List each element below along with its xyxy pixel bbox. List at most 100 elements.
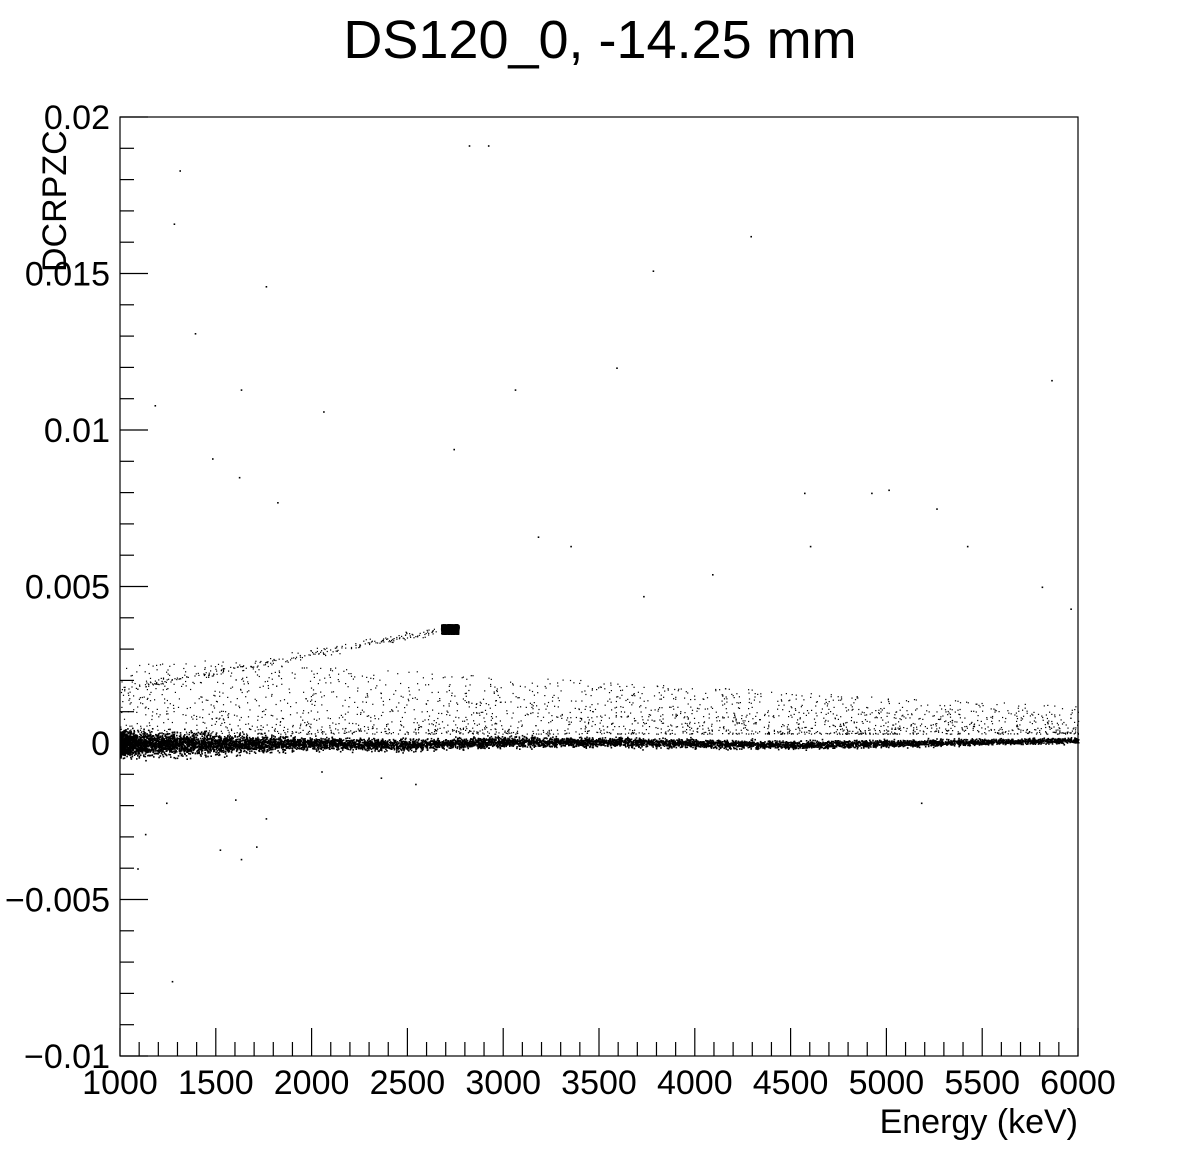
data-point xyxy=(803,747,805,749)
data-point xyxy=(666,747,669,750)
data-point xyxy=(144,743,146,745)
data-point xyxy=(212,739,214,741)
data-point xyxy=(333,747,335,750)
data-point xyxy=(753,741,755,744)
data-point xyxy=(368,737,370,740)
data-point xyxy=(792,748,795,751)
data-point xyxy=(583,744,586,746)
data-point xyxy=(716,743,719,745)
data-point xyxy=(504,739,507,741)
data-point xyxy=(631,743,634,746)
data-point xyxy=(240,737,242,739)
data-point xyxy=(473,736,475,738)
data-point xyxy=(306,749,309,751)
data-point xyxy=(150,737,152,739)
data-point xyxy=(217,747,219,749)
data-point xyxy=(236,747,238,750)
data-point xyxy=(904,742,906,745)
data-point xyxy=(236,746,239,748)
data-point xyxy=(995,738,997,741)
data-point xyxy=(518,736,521,738)
data-point xyxy=(490,744,492,746)
data-point xyxy=(126,755,128,758)
data-point xyxy=(186,758,188,760)
data-point xyxy=(269,738,271,740)
data-point xyxy=(906,741,909,743)
data-point xyxy=(203,730,206,733)
data-point xyxy=(856,747,859,750)
data-point xyxy=(214,746,216,748)
data-point xyxy=(239,754,241,757)
data-point xyxy=(616,743,619,746)
data-point xyxy=(842,746,845,749)
data-point xyxy=(630,738,633,741)
data-point xyxy=(640,740,642,742)
data-point xyxy=(811,743,814,746)
data-point xyxy=(854,741,856,744)
data-point xyxy=(533,746,536,748)
data-point xyxy=(563,741,566,744)
data-point xyxy=(129,749,131,752)
data-point xyxy=(618,737,621,739)
data-point xyxy=(990,742,993,745)
data-point xyxy=(144,751,147,753)
data-point xyxy=(238,735,240,738)
data-point xyxy=(625,746,627,748)
data-point xyxy=(760,743,762,746)
data-point xyxy=(231,739,233,742)
data-point xyxy=(421,749,424,752)
data-point xyxy=(523,736,526,738)
data-point xyxy=(483,737,485,740)
data-point xyxy=(472,737,475,739)
data-point xyxy=(1047,737,1050,740)
data-point xyxy=(437,737,439,740)
data-point xyxy=(153,747,156,749)
data-point xyxy=(159,755,162,757)
data-point xyxy=(737,740,740,743)
data-point xyxy=(320,737,322,740)
data-point xyxy=(198,752,200,754)
data-point xyxy=(851,741,854,743)
data-point xyxy=(680,745,683,747)
data-point xyxy=(154,744,156,747)
data-point xyxy=(776,740,778,742)
data-point xyxy=(391,747,393,749)
data-point xyxy=(642,741,645,743)
data-point xyxy=(781,741,783,744)
data-point xyxy=(280,747,283,749)
data-point xyxy=(282,737,285,740)
data-point xyxy=(295,748,298,750)
data-point xyxy=(121,731,124,733)
data-point xyxy=(649,740,651,742)
data-point xyxy=(818,744,820,746)
data-point xyxy=(441,741,444,743)
data-point xyxy=(1028,740,1031,742)
data-point xyxy=(988,742,991,745)
data-point xyxy=(443,740,445,742)
data-point xyxy=(1057,738,1059,740)
data-point xyxy=(910,740,912,742)
data-point xyxy=(824,746,826,749)
data-point xyxy=(377,739,380,742)
data-point xyxy=(163,752,166,755)
data-point xyxy=(886,739,888,742)
data-point xyxy=(755,742,757,745)
data-point xyxy=(199,753,202,756)
data-point xyxy=(214,754,217,756)
data-point xyxy=(264,734,267,737)
data-point xyxy=(399,747,401,749)
data-point xyxy=(268,740,271,742)
data-point xyxy=(658,745,660,748)
data-point xyxy=(494,743,496,745)
data-point xyxy=(223,741,225,743)
data-point xyxy=(810,743,813,745)
data-point xyxy=(151,728,154,730)
data-point xyxy=(932,746,935,749)
data-point xyxy=(164,735,167,738)
data-point xyxy=(153,756,155,758)
data-point xyxy=(971,738,974,740)
data-point xyxy=(849,746,852,749)
data-point xyxy=(476,744,479,746)
data-point xyxy=(980,742,982,744)
data-point xyxy=(167,736,170,738)
